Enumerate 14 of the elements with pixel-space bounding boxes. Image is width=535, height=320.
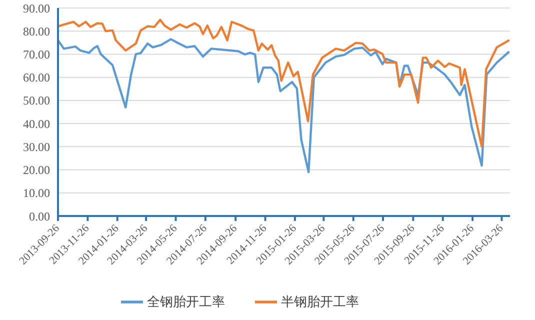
y-tick-label: 50.00 [23, 94, 50, 108]
line-series [58, 38, 510, 174]
y-tick-label: 90.00 [23, 1, 50, 16]
y-tick-label: 30.00 [23, 140, 50, 154]
legend-label: 全钢胎开工率 [147, 294, 225, 310]
y-tick-label: 70.00 [23, 47, 50, 62]
y-tick-label: 10.00 [23, 186, 50, 200]
y-tick-label: 80.00 [23, 24, 50, 38]
line-series [58, 18, 510, 148]
y-tick-label: 60.00 [23, 70, 50, 85]
y-tick-label: 20.00 [23, 163, 50, 178]
y-tick-label: 0.00 [29, 209, 50, 224]
legend-label: 半钢胎开工率 [281, 294, 359, 310]
y-tick-label: 40.00 [23, 116, 50, 131]
